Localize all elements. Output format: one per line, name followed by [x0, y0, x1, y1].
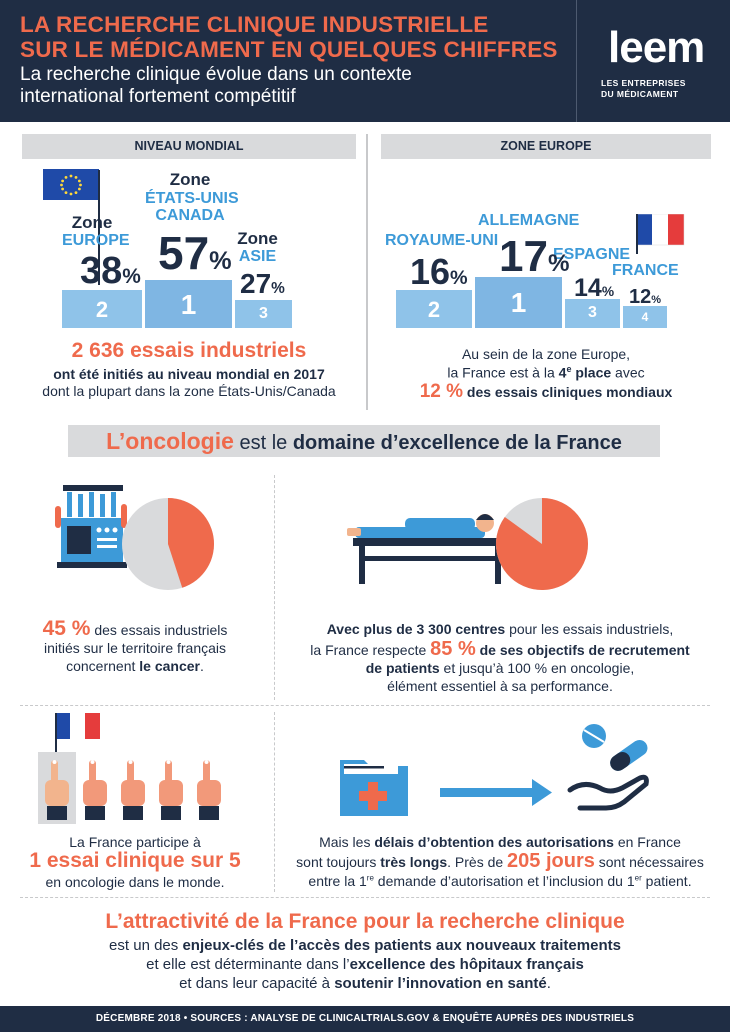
centres-line-3: de patients et jusqu’à 100 % en oncologi…: [365, 660, 635, 676]
zone-usa-name1: ÉTATS-UNIS: [145, 190, 239, 207]
dashed-divider-2: [20, 705, 710, 706]
usa-percentage: 57%: [158, 227, 232, 279]
dashed-divider-1: [274, 475, 275, 700]
centres-line-2: la France respecte 85 % de ses objectifs…: [310, 638, 690, 660]
zone-europe-prefix: Zone: [71, 213, 113, 232]
germany-label: ALLEMAGNE: [478, 212, 580, 229]
europe-percentage: 38%: [80, 250, 141, 292]
delays-line-2: sont toujours très longs. Près de 205 jo…: [296, 850, 704, 872]
oncology-heading: L’oncologie est le domaine d’excellence …: [106, 428, 622, 454]
hand-vote-icon: [45, 760, 221, 820]
spain-label: ESPAGNE: [553, 246, 631, 263]
france-flag-pole: [636, 214, 638, 254]
zone-europe-name: EUROPE: [62, 232, 130, 249]
participation-line-1: La France participe à: [69, 834, 201, 850]
header-divider: [576, 0, 577, 122]
cancer-pie-chart: [122, 498, 214, 590]
eu-flag-pole: [98, 170, 100, 285]
europe-heading: ZONE EUROPE: [381, 134, 711, 159]
eu-podium-step-2: 2: [396, 290, 472, 328]
hand-1: [45, 760, 69, 820]
medical-folder-icon: [340, 760, 408, 816]
hand-3: [121, 760, 145, 820]
centres-line-1: Avec plus de 3 300 centres pour les essa…: [326, 621, 674, 637]
france-label: FRANCE: [612, 262, 679, 279]
asie-percentage: 27%: [240, 268, 285, 299]
subtitle-line-1: La recherche clinique évolue dans un con…: [20, 64, 412, 85]
subtitle-line-2: international fortement compétitif: [20, 86, 296, 107]
section-divider: [366, 134, 368, 410]
conclusion-heading: L’attractivité de la France pour la rech…: [105, 910, 625, 933]
footer-sources: DÉCEMBRE 2018 • SOURCES : ANALYSE DE CLI…: [0, 1006, 730, 1032]
conclusion-line-1: est un des enjeux-clés de l’accès des pa…: [109, 937, 621, 954]
pills-hand-icon: [567, 724, 649, 811]
hand-2: [83, 760, 107, 820]
zone-usa-name2: CANADA: [155, 207, 225, 224]
conclusion-line-2: et elle est déterminante dans l’excellen…: [146, 956, 584, 973]
lab-machine-icon: [55, 485, 127, 568]
zone-usa-prefix: Zone: [169, 170, 211, 189]
cancer-stat-line-2: initiés sur le territoire français: [43, 640, 227, 656]
france-percentage: 12%: [629, 286, 662, 308]
eu-flag-icon: [43, 169, 99, 200]
flag-pole-small: [55, 713, 57, 765]
france-flag-icon-small: [55, 713, 100, 739]
title-line-2: SUR LE MÉDICAMENT EN QUELQUES CHIFFRES: [20, 37, 558, 62]
trials-total: 2 636 essais industriels: [71, 339, 307, 362]
leem-logo: leem: [608, 23, 705, 72]
podium-step-1: 1: [145, 280, 232, 328]
europe-line-2: la France est à la 4e place avec: [447, 364, 645, 381]
eu-podium-step-4: 4: [623, 306, 667, 328]
participation-line-2: 1 essai clinique sur 5: [29, 849, 241, 872]
dashed-divider-4: [20, 897, 710, 898]
hand-4: [159, 760, 183, 820]
header-banner: LA RECHERCHE CLINIQUE INDUSTRIELLE SUR L…: [0, 0, 730, 122]
mondial-heading: NIVEAU MONDIAL: [22, 134, 356, 159]
centres-line-4: élément essentiel à sa performance.: [387, 678, 613, 694]
podium-step-3: 3: [235, 300, 292, 328]
france-flag-icon: [636, 214, 685, 246]
eu-podium-step-1: 1: [475, 277, 562, 328]
zone-asie-prefix: Zone: [237, 229, 278, 248]
eu-podium-step-3: 3: [565, 299, 620, 328]
logo-subtitle-2: DU MÉDICAMENT: [601, 89, 679, 99]
participation-line-3: en oncologie dans le monde.: [45, 874, 225, 890]
trials-line-2: ont été initiés au niveau mondial en 201…: [53, 366, 325, 382]
germany-percentage: 17%: [499, 232, 570, 281]
cancer-stat-line-1: 45 % des essais industriels: [42, 617, 228, 640]
uk-percentage: 16%: [410, 251, 468, 292]
title-line-1: LA RECHERCHE CLINIQUE INDUSTRIELLE: [20, 12, 489, 37]
delays-line-1: Mais les délais d’obtention des autorisa…: [319, 834, 681, 850]
hand-5: [197, 760, 221, 820]
uk-label: ROYAUME-UNI: [385, 232, 499, 249]
patient-bed-icon: [347, 514, 511, 584]
europe-line-1: Au sein de la zone Europe,: [461, 346, 631, 362]
podium-step-2: 2: [62, 290, 142, 328]
conclusion-line-3: et dans leur capacité à soutenir l’innov…: [179, 975, 551, 992]
spain-percentage: 14%: [574, 274, 615, 302]
delays-line-3: entre la 1re demande d’autorisation et l…: [308, 873, 692, 889]
trials-line-3: dont la plupart dans la zone États-Unis/…: [42, 383, 336, 399]
arrow-right-icon: [440, 779, 552, 806]
dashed-divider-3: [274, 712, 275, 892]
cancer-stat-line-3: concernent le cancer.: [66, 658, 204, 674]
centres-pie-chart: [496, 498, 588, 590]
oncology-heading-box: [68, 425, 660, 457]
zone-asie-name: ASIE: [238, 248, 277, 265]
logo-subtitle-1: LES ENTREPRISES: [601, 78, 686, 88]
europe-line-3: 12 % des essais cliniques mondiaux: [419, 381, 673, 402]
